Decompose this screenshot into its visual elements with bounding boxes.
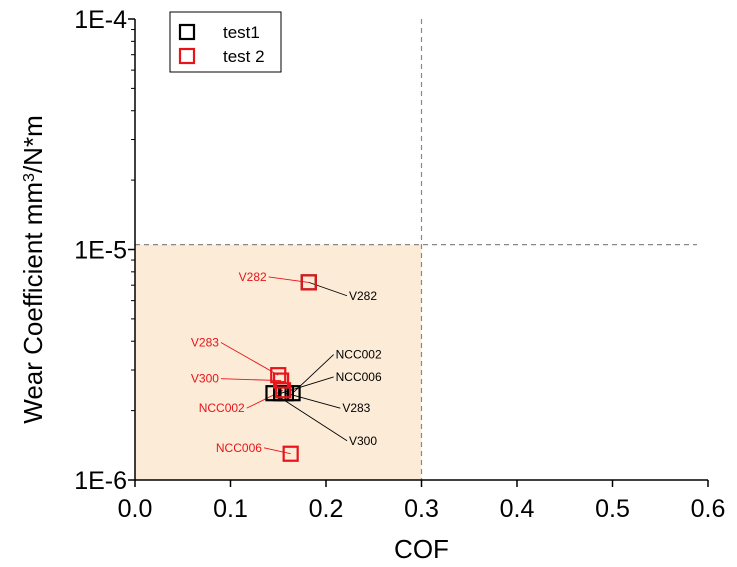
test2-point [300, 274, 317, 291]
legend: test1 test 2 [169, 11, 282, 73]
x-tick-label: 0.1 [213, 495, 248, 523]
test2-point [270, 367, 287, 384]
highlight-region-layer [135, 244, 422, 480]
annotation-label: NCC002 [336, 348, 382, 362]
test2-point [274, 382, 292, 399]
annotation-label: NCC002 [199, 401, 245, 415]
y-ticks: 1E-6 1E-5 1E-4 [74, 6, 135, 495]
annotation-label: V300 [191, 372, 219, 386]
x-tick-label: 0.0 [118, 495, 153, 523]
test2-point [273, 372, 290, 389]
y-axis-title-main: Wear Coefficient mm [18, 182, 48, 424]
y-tick-label: 1E-4 [74, 6, 127, 34]
y-axis-title-superscript: 3 [21, 173, 38, 182]
reference-lines-layer [135, 19, 697, 480]
y-tick-label: 1E-5 [74, 237, 127, 265]
test2-point [282, 445, 299, 462]
annotation-leader-line [285, 392, 341, 409]
points-layer [265, 274, 317, 462]
annotation-label: V300 [349, 434, 377, 448]
highlight-region [135, 244, 422, 480]
x-tick-label: 0.3 [404, 495, 439, 523]
annotation-label: NCC006 [336, 370, 382, 384]
annotation-label: V282 [239, 270, 267, 284]
x-axis-title: COF [394, 534, 449, 564]
x-tick-label: 0.6 [691, 495, 726, 523]
test1-point [277, 385, 294, 402]
annotation-label: V283 [191, 335, 219, 349]
x-ticks: 0.0 0.1 0.2 0.3 0.4 0.5 0.6 [118, 480, 726, 523]
x-tick-label: 0.2 [309, 495, 344, 523]
annotation-label: NCC006 [216, 441, 262, 455]
y-axis-title-rest: /N*m [18, 115, 48, 173]
annotations-layer: V282 NCC002 NCC006 V283 V300 V282 V283 V300 NCC0… [191, 270, 382, 455]
legend-label: test1 [223, 23, 260, 42]
x-tick-label: 0.4 [500, 495, 535, 523]
y-axis-title: Wear Coefficient mm3/N*m [18, 115, 48, 423]
annotation-label: V283 [342, 401, 370, 415]
legend-marker [178, 47, 196, 65]
annotation-leader-line [220, 342, 279, 376]
x-tick-label: 0.5 [595, 495, 630, 523]
legend-marker [178, 23, 196, 41]
legend-label: test 2 [223, 47, 265, 66]
annotation-label: V282 [349, 289, 377, 303]
y-tick-label: 1E-6 [74, 467, 127, 495]
annotation-leader-line [263, 447, 291, 455]
